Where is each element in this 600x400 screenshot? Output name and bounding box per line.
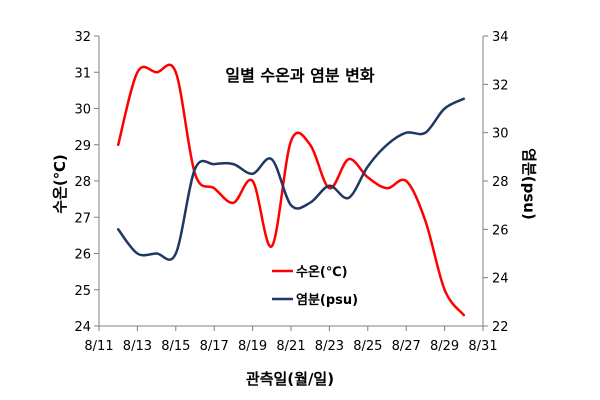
legend: 수온(℃) 염분(psu) <box>272 265 358 308</box>
x-tick-label: 8/29 <box>430 339 459 354</box>
y-tick-label-right: 22 <box>492 320 509 335</box>
y-tick-label-left: 31 <box>74 66 91 81</box>
x-tick-label: 8/23 <box>315 339 344 354</box>
x-tick-label: 8/27 <box>392 339 421 354</box>
y-tick-label-left: 32 <box>74 30 91 45</box>
legend-label-1: 염분(psu) <box>296 292 358 308</box>
x-tick-label: 8/15 <box>161 339 190 354</box>
x-axis-title: 관측일(월/일) <box>246 370 334 388</box>
y-tick-label-right: 28 <box>492 175 509 190</box>
series-line-1 <box>116 97 466 261</box>
y-tick-label-left: 29 <box>74 139 91 154</box>
y-tick-label-right: 34 <box>492 30 509 45</box>
y-tick-label-left: 30 <box>74 103 91 118</box>
axes: 24 25 26 27 28 29 30 31 32 22 24 26 28 30 32 34 8/11 8/13… <box>74 30 508 354</box>
x-tick-label: 8/11 <box>84 339 113 354</box>
series-layer <box>116 63 466 317</box>
x-tick-label: 8/19 <box>238 339 267 354</box>
x-tick-label: 8/21 <box>276 339 305 354</box>
series-line-0 <box>116 63 466 317</box>
y-tick-label-left: 26 <box>74 248 91 263</box>
x-tick-label: 8/17 <box>200 339 229 354</box>
x-tick-label: 8/13 <box>123 339 152 354</box>
y-tick-label-left: 28 <box>74 175 91 190</box>
y-tick-label-right: 30 <box>492 127 509 142</box>
x-tick-label: 8/31 <box>468 339 497 354</box>
y-axis-title-right: 염분(psu) <box>520 148 538 220</box>
x-tick-label: 8/25 <box>353 339 382 354</box>
y-tick-label-right: 32 <box>492 78 509 93</box>
y-tick-label-left: 24 <box>74 320 91 335</box>
y-axis-title-left: 수온(℃) <box>51 154 69 213</box>
y-tick-label-right: 24 <box>492 272 509 287</box>
chart-title: 일별 수온과 염분 변화 <box>225 66 374 85</box>
y-tick-label-right: 26 <box>492 223 509 238</box>
y-tick-label-left: 25 <box>74 284 91 299</box>
legend-label-0: 수온(℃) <box>296 265 348 280</box>
y-tick-label-left: 27 <box>74 211 91 226</box>
